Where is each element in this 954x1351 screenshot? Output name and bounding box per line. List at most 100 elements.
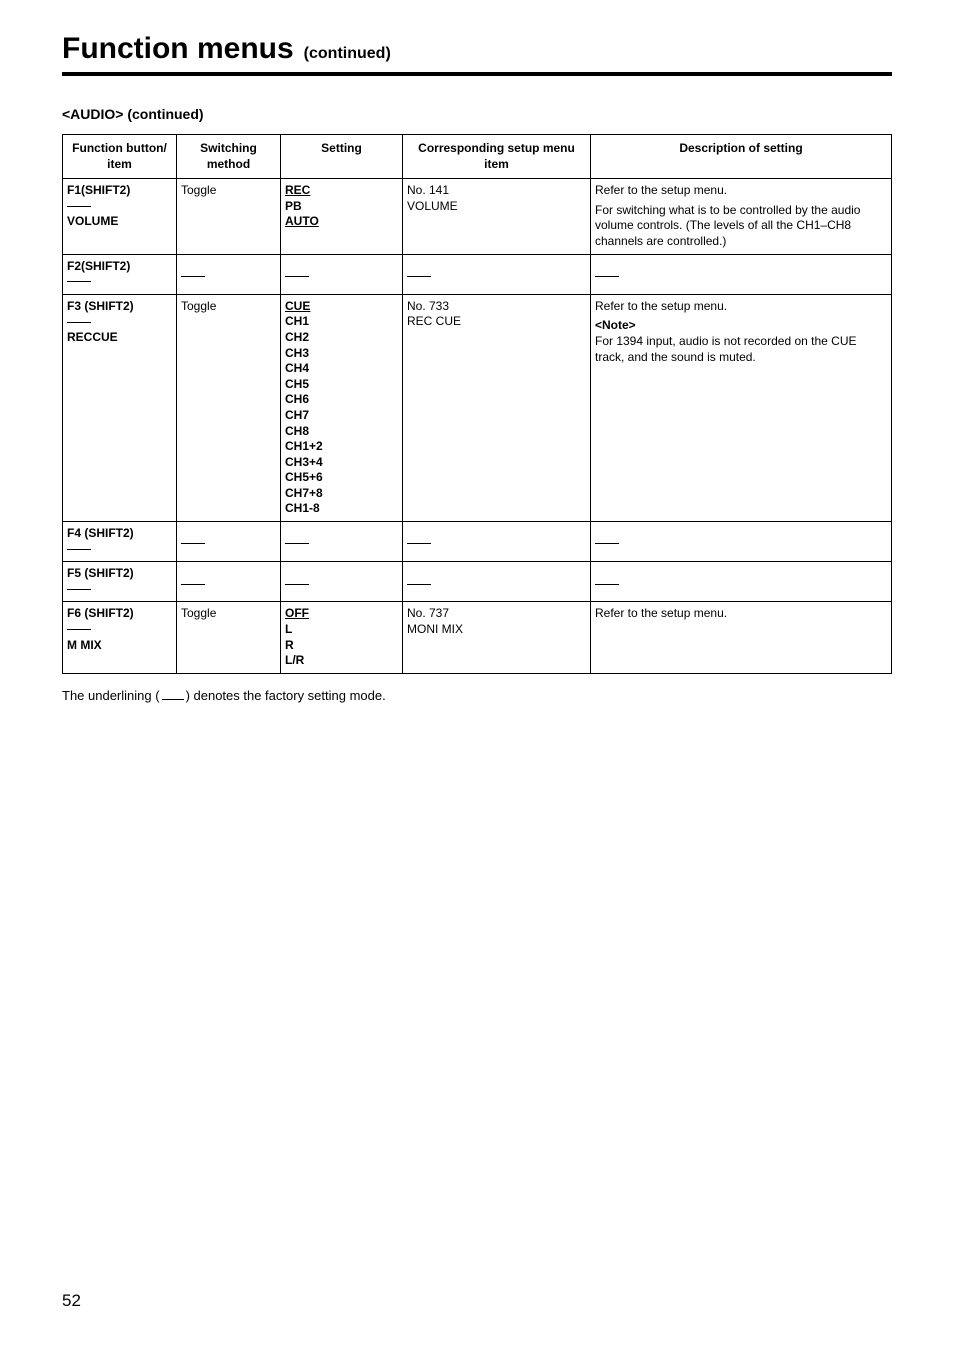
dash-icon	[595, 276, 619, 277]
function-item-label: M MIX	[67, 638, 172, 654]
dash-icon	[67, 589, 91, 590]
page-title-line: Function menus (continued)	[62, 32, 892, 66]
dash-icon	[181, 276, 205, 277]
setting-option: L	[285, 622, 398, 638]
description-note-label: <Note>	[595, 318, 887, 334]
setting-option: CH1+2	[285, 439, 398, 455]
setting-option: CH2	[285, 330, 398, 346]
table-header-cell: Description of setting	[591, 135, 892, 179]
setup-menu-cell: No. 141VOLUME	[403, 179, 591, 254]
switching-method-cell	[177, 254, 281, 294]
setting-option: PB	[285, 199, 398, 215]
dash-icon	[595, 584, 619, 585]
dash-icon	[407, 276, 431, 277]
setting-option: CH3+4	[285, 455, 398, 471]
table-header: Function button/itemSwitchingmethodSetti…	[63, 135, 892, 179]
table-header-cell: Function button/item	[63, 135, 177, 179]
setup-menu-cell	[403, 562, 591, 602]
description-cell	[591, 522, 892, 562]
table-row: F4 (SHIFT2)	[63, 522, 892, 562]
footnote-text-before: The underlining (	[62, 688, 160, 703]
description-cell	[591, 562, 892, 602]
function-button-label: F5 (SHIFT2)	[67, 566, 172, 582]
description-line: For switching what is to be controlled b…	[595, 203, 887, 250]
table-row: F6 (SHIFT2) M MIX ToggleOFFLRL/RNo. 737MON…	[63, 602, 892, 673]
function-button-cell: F3 (SHIFT2) RECCUE	[63, 294, 177, 521]
switching-method-cell	[177, 522, 281, 562]
setting-cell	[281, 522, 403, 562]
dash-icon	[407, 543, 431, 544]
dash-icon	[285, 543, 309, 544]
dash-icon	[67, 322, 91, 323]
setting-cell	[281, 254, 403, 294]
underline-sample-icon	[162, 699, 184, 700]
description-line: Refer to the setup menu.	[595, 183, 887, 199]
setting-option: CH1-8	[285, 501, 398, 517]
setting-cell: CUECH1CH2CH3CH4CH5CH6CH7CH8CH1+2CH3+4CH5…	[281, 294, 403, 521]
description-cell: Refer to the setup menu.<Note>For 1394 i…	[591, 294, 892, 521]
page: Function menus (continued) <AUDIO> (cont…	[0, 0, 954, 1351]
dash-icon	[285, 584, 309, 585]
dash-icon	[407, 584, 431, 585]
dash-icon	[181, 543, 205, 544]
function-button-cell: F6 (SHIFT2) M MIX	[63, 602, 177, 673]
function-button-label: F3 (SHIFT2)	[67, 299, 172, 315]
setting-option: REC	[285, 183, 398, 199]
dash-icon	[67, 549, 91, 550]
function-button-cell: F1(SHIFT2) VOLUME	[63, 179, 177, 254]
function-table: Function button/itemSwitchingmethodSetti…	[62, 134, 892, 674]
switching-method-cell: Toggle	[177, 179, 281, 254]
setting-option: R	[285, 638, 398, 654]
setting-option: OFF	[285, 606, 398, 622]
footnote: The underlining ( ) denotes the factory s…	[62, 688, 892, 703]
dash-icon	[181, 584, 205, 585]
setting-option: CH4	[285, 361, 398, 377]
dash-icon	[67, 629, 91, 630]
dash-icon	[67, 206, 91, 207]
setting-option: CH1	[285, 314, 398, 330]
function-item-label: VOLUME	[67, 214, 172, 230]
setting-option: CH7	[285, 408, 398, 424]
description-line: Refer to the setup menu.	[595, 606, 887, 622]
table-row: F5 (SHIFT2)	[63, 562, 892, 602]
setting-option: CH6	[285, 392, 398, 408]
setup-menu-cell	[403, 254, 591, 294]
dash-icon	[285, 276, 309, 277]
setting-option: CH5+6	[285, 470, 398, 486]
setting-cell: RECPBAUTO	[281, 179, 403, 254]
page-number: 52	[62, 1291, 81, 1311]
page-title: Function menus	[62, 32, 294, 66]
section-heading: <AUDIO> (continued)	[62, 106, 892, 122]
function-button-label: F4 (SHIFT2)	[67, 526, 172, 542]
setting-cell	[281, 562, 403, 602]
switching-method-cell: Toggle	[177, 602, 281, 673]
setting-cell: OFFLRL/R	[281, 602, 403, 673]
title-rule	[62, 72, 892, 76]
footnote-text-after: ) denotes the factory setting mode.	[186, 688, 386, 703]
table-row: F3 (SHIFT2)RECCUEToggleCUECH1CH2CH3CH4CH…	[63, 294, 892, 521]
description-cell: Refer to the setup menu. For switching wh…	[591, 179, 892, 254]
function-button-label: F6 (SHIFT2)	[67, 606, 172, 622]
page-title-continued: (continued)	[304, 45, 391, 63]
setting-option: CH5	[285, 377, 398, 393]
table-header-cell: Switchingmethod	[177, 135, 281, 179]
setup-menu-cell: No. 733REC CUE	[403, 294, 591, 521]
setup-menu-cell: No. 737MONI MIX	[403, 602, 591, 673]
table-header-cell: Setting	[281, 135, 403, 179]
table-header-cell: Corresponding setup menuitem	[403, 135, 591, 179]
setting-option: CH7+8	[285, 486, 398, 502]
setting-option: CUE	[285, 299, 398, 315]
setup-menu-cell	[403, 522, 591, 562]
function-item-label: RECCUE	[67, 330, 172, 346]
setting-option: AUTO	[285, 214, 398, 230]
function-button-label: F1(SHIFT2)	[67, 183, 172, 199]
dash-icon	[67, 281, 91, 282]
description-cell	[591, 254, 892, 294]
function-button-cell: F5 (SHIFT2)	[63, 562, 177, 602]
table-row: F2(SHIFT2)	[63, 254, 892, 294]
description-cell: Refer to the setup menu.	[591, 602, 892, 673]
function-button-cell: F4 (SHIFT2)	[63, 522, 177, 562]
function-button-label: F2(SHIFT2)	[67, 259, 172, 275]
table-body: F1(SHIFT2)VOLUMEToggleRECPBAUTONo. 141VO…	[63, 179, 892, 674]
setting-option: CH8	[285, 424, 398, 440]
